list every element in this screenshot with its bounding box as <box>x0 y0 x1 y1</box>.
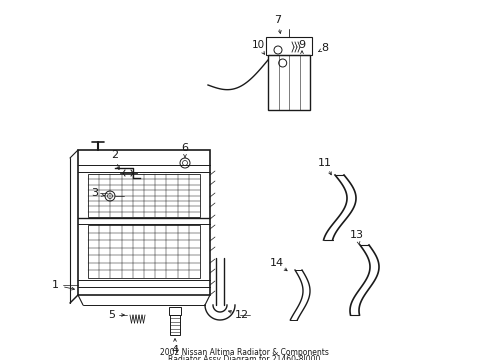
Bar <box>169 307 181 315</box>
Bar <box>265 37 311 55</box>
Text: 7: 7 <box>274 15 281 25</box>
Bar <box>267 55 309 110</box>
Text: 13: 13 <box>349 230 363 240</box>
Text: 12: 12 <box>234 310 248 320</box>
Text: 9: 9 <box>298 40 305 50</box>
Text: 4: 4 <box>171 345 178 355</box>
Bar <box>88 174 200 217</box>
Bar <box>78 150 209 295</box>
Text: 6: 6 <box>181 143 188 153</box>
Text: 2002 Nissan Altima Radiator & Components: 2002 Nissan Altima Radiator & Components <box>159 348 328 357</box>
Text: 1: 1 <box>51 280 59 290</box>
Bar <box>170 315 180 335</box>
Text: 14: 14 <box>269 258 284 268</box>
Text: 3: 3 <box>91 188 98 198</box>
Text: 5: 5 <box>108 310 115 320</box>
Text: 11: 11 <box>317 158 331 168</box>
Bar <box>88 225 200 278</box>
Text: 8: 8 <box>321 43 328 53</box>
Text: Radiator Assy Diagram for 21460-8J000: Radiator Assy Diagram for 21460-8J000 <box>167 355 320 360</box>
Text: 10: 10 <box>251 40 264 50</box>
Text: 2: 2 <box>111 150 118 160</box>
